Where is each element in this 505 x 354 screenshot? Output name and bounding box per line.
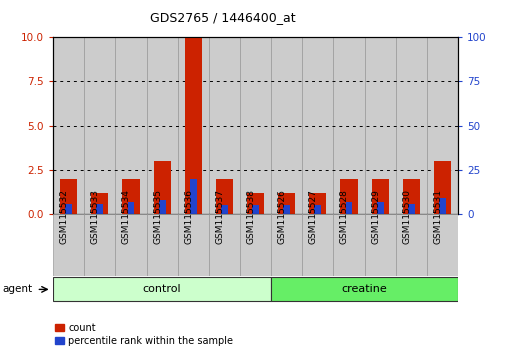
Bar bbox=[209, 37, 239, 214]
Text: GSM115537: GSM115537 bbox=[215, 189, 224, 244]
Bar bbox=[395, 37, 426, 214]
Text: GSM115531: GSM115531 bbox=[432, 189, 441, 244]
Bar bbox=[301, 37, 333, 214]
Bar bbox=[122, 179, 139, 214]
Bar bbox=[283, 205, 289, 214]
Bar bbox=[309, 193, 326, 214]
Text: creatine: creatine bbox=[341, 284, 387, 294]
Bar bbox=[407, 204, 414, 214]
Text: GSM115527: GSM115527 bbox=[308, 189, 317, 244]
Bar bbox=[53, 37, 84, 214]
Text: GSM115530: GSM115530 bbox=[401, 189, 411, 244]
Bar bbox=[371, 179, 388, 214]
Bar bbox=[84, 37, 115, 214]
Bar bbox=[333, 214, 364, 276]
Bar bbox=[333, 37, 364, 214]
Bar bbox=[153, 161, 170, 214]
Bar bbox=[395, 214, 426, 276]
Bar bbox=[209, 214, 239, 276]
Text: GSM115528: GSM115528 bbox=[339, 189, 348, 244]
Text: control: control bbox=[142, 284, 181, 294]
Bar bbox=[426, 214, 457, 276]
Bar bbox=[127, 202, 134, 214]
Bar bbox=[96, 204, 103, 214]
Bar bbox=[177, 214, 209, 276]
Bar bbox=[216, 179, 232, 214]
Bar bbox=[426, 37, 457, 214]
Bar bbox=[364, 37, 395, 214]
Bar bbox=[314, 205, 321, 214]
Bar bbox=[376, 202, 383, 214]
Bar bbox=[246, 193, 264, 214]
Bar bbox=[271, 37, 301, 214]
Bar bbox=[159, 200, 165, 214]
Bar bbox=[251, 205, 259, 214]
Bar bbox=[438, 198, 445, 214]
Text: GSM115529: GSM115529 bbox=[370, 189, 379, 244]
Text: GSM115533: GSM115533 bbox=[91, 189, 99, 244]
Bar bbox=[91, 193, 108, 214]
Bar bbox=[301, 214, 333, 276]
Bar bbox=[278, 193, 294, 214]
Text: agent: agent bbox=[3, 284, 33, 295]
Bar bbox=[239, 214, 271, 276]
Text: GSM115538: GSM115538 bbox=[246, 189, 255, 244]
Text: GSM115534: GSM115534 bbox=[122, 189, 131, 244]
Text: GDS2765 / 1446400_at: GDS2765 / 1446400_at bbox=[150, 11, 295, 24]
Bar bbox=[189, 179, 196, 214]
Bar bbox=[433, 161, 450, 214]
Bar bbox=[340, 179, 357, 214]
Legend: count, percentile rank within the sample: count, percentile rank within the sample bbox=[56, 323, 233, 346]
Bar bbox=[271, 214, 301, 276]
Bar bbox=[177, 37, 209, 214]
Bar bbox=[345, 202, 351, 214]
Bar bbox=[239, 37, 271, 214]
Bar bbox=[146, 214, 177, 276]
Text: GSM115526: GSM115526 bbox=[277, 189, 286, 244]
Bar bbox=[115, 214, 146, 276]
Text: GSM115532: GSM115532 bbox=[60, 189, 69, 244]
Bar bbox=[115, 37, 146, 214]
Bar bbox=[221, 205, 227, 214]
Bar bbox=[364, 214, 395, 276]
Bar bbox=[271, 278, 457, 301]
Text: GSM115536: GSM115536 bbox=[184, 189, 193, 244]
Bar bbox=[402, 179, 419, 214]
Bar bbox=[53, 278, 271, 301]
Bar bbox=[184, 37, 201, 214]
Bar bbox=[53, 214, 84, 276]
Text: GSM115535: GSM115535 bbox=[153, 189, 162, 244]
Bar bbox=[60, 179, 77, 214]
Bar bbox=[65, 204, 72, 214]
Bar bbox=[84, 214, 115, 276]
Bar bbox=[146, 37, 177, 214]
